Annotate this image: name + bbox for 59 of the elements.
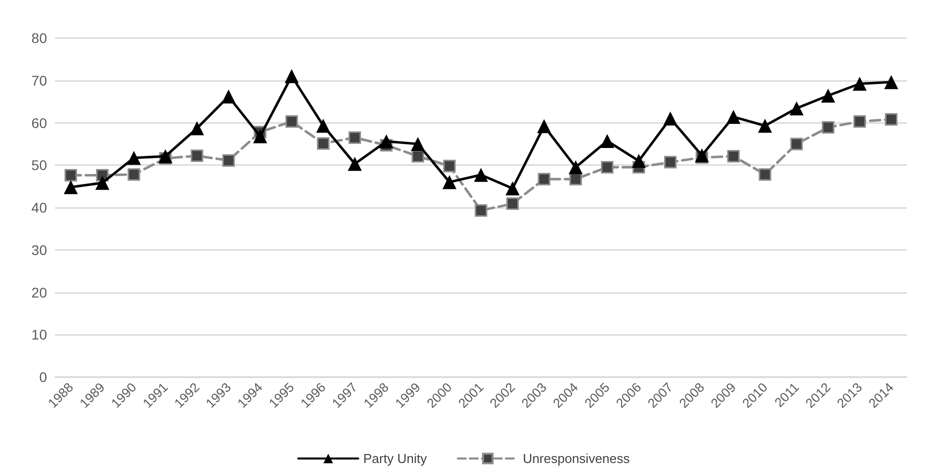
point [222,89,236,104]
point [158,149,172,164]
legend-label: Unresponsiveness [522,451,630,466]
y-tick-label: 70 [31,72,48,88]
point [663,112,678,126]
point [822,121,834,134]
point [474,168,488,182]
y-tick-label: 20 [31,284,48,300]
point [64,169,78,182]
point [506,181,520,196]
point [316,118,330,133]
point [600,160,614,174]
y-tick-label: 80 [31,30,48,46]
point [222,154,235,167]
point [412,150,424,162]
point [758,118,772,133]
point [506,197,519,210]
point [758,168,772,181]
point [95,176,110,190]
y-tick-label: 40 [31,200,48,216]
point [126,150,141,165]
legend-label: Party Unity [363,451,428,466]
point [790,138,803,150]
y-tick-label: 50 [31,157,48,174]
y-tick-label: 10 [31,326,48,343]
point [852,76,867,91]
point [442,175,456,190]
point [853,115,866,128]
point [569,172,582,186]
point [379,134,394,148]
point [443,160,456,172]
y-tick-label: 0 [39,369,48,385]
point [664,156,677,168]
point [821,88,836,103]
point [790,101,804,116]
point [410,136,425,151]
point [190,121,204,136]
point [316,137,330,150]
point [128,168,140,181]
point [64,180,78,194]
point [348,156,362,171]
point [474,204,488,217]
point [726,110,740,124]
point [538,172,550,186]
y-tick-label: 30 [31,242,48,258]
y-tick-label: 60 [31,114,48,131]
point [253,129,268,144]
point [284,69,299,84]
point [190,150,204,162]
point [285,115,298,128]
point [884,75,898,90]
point [537,119,552,134]
point [727,150,740,162]
point [600,134,614,148]
point [632,154,646,168]
point [348,131,362,144]
point [568,160,583,174]
point [884,113,898,126]
point [694,148,709,162]
